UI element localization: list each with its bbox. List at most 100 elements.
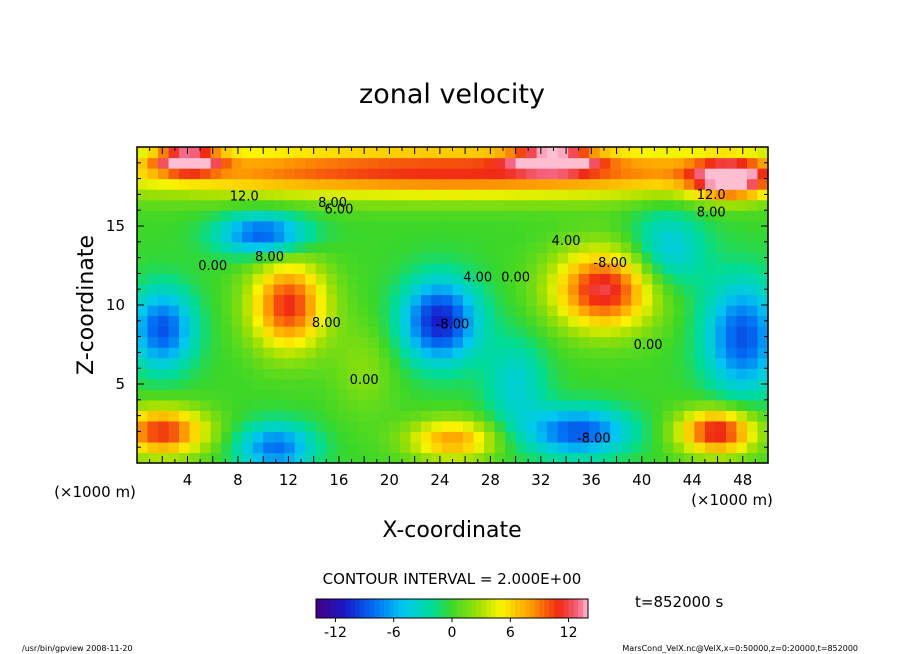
- heatmap-cell: [694, 168, 706, 180]
- heatmap-cell: [494, 305, 506, 317]
- heatmap-cell: [410, 189, 422, 201]
- heatmap-cell: [368, 326, 380, 338]
- colorbar-cell: [583, 599, 589, 618]
- heatmap-cell: [200, 210, 212, 222]
- heatmap-cell: [441, 294, 454, 306]
- heatmap-cell: [137, 389, 149, 401]
- heatmap-cell: [547, 326, 559, 338]
- heatmap-cell: [704, 315, 717, 327]
- heatmap-cell: [526, 441, 538, 454]
- heatmap-cell: [294, 241, 306, 253]
- heatmap-cell: [294, 357, 306, 369]
- heatmap-cell: [158, 305, 170, 317]
- heatmap-cell: [336, 431, 348, 443]
- heatmap-cell: [200, 305, 212, 317]
- heatmap-cell: [620, 168, 632, 180]
- heatmap-cell: [683, 378, 695, 390]
- heatmap-cell: [757, 452, 769, 464]
- heatmap-cell: [641, 241, 653, 253]
- heatmap-cell: [147, 157, 159, 169]
- heatmap-cell: [452, 168, 464, 180]
- heatmap-cell: [652, 262, 664, 274]
- heatmap-cell: [441, 210, 454, 222]
- heatmap-cell: [420, 441, 433, 454]
- heatmap-cell: [231, 220, 243, 232]
- heatmap-cell: [694, 210, 706, 222]
- heatmap-cell: [431, 168, 443, 180]
- x-tick-label: 4: [183, 471, 193, 489]
- heatmap-cell: [715, 210, 727, 222]
- heatmap-cell: [673, 410, 685, 422]
- heatmap-cell: [179, 252, 191, 264]
- heatmap-cell: [200, 178, 212, 190]
- heatmap-cell: [746, 220, 759, 232]
- heatmap-cell: [725, 199, 738, 211]
- heatmap-cell: [473, 231, 485, 243]
- heatmap-cell: [557, 315, 569, 327]
- heatmap-cell: [231, 294, 243, 306]
- heatmap-cell: [378, 347, 390, 359]
- heatmap-cell: [463, 399, 475, 411]
- heatmap-cell: [389, 273, 401, 285]
- heatmap-cell: [200, 378, 212, 390]
- heatmap-cell: [620, 431, 632, 443]
- heatmap-cell: [599, 431, 611, 443]
- heatmap-cell: [736, 168, 748, 180]
- heatmap-cell: [746, 252, 759, 264]
- heatmap-cell: [431, 378, 443, 390]
- heatmap-cell: [357, 336, 369, 348]
- heatmap-cell: [484, 326, 496, 338]
- heatmap-cell: [368, 168, 380, 180]
- heatmap-cell: [221, 252, 233, 264]
- heatmap-cell: [494, 315, 506, 327]
- heatmap-cell: [578, 273, 590, 285]
- heatmap-cell: [547, 294, 559, 306]
- heatmap-cell: [683, 147, 695, 159]
- heatmap-cell: [715, 410, 727, 422]
- heatmap-cell: [536, 252, 548, 264]
- heatmap-cell: [526, 389, 538, 401]
- heatmap-cell: [179, 431, 191, 443]
- heatmap-cell: [704, 357, 717, 369]
- heatmap-cell: [168, 410, 180, 422]
- heatmap-cell: [431, 189, 443, 201]
- heatmap-cell: [620, 378, 632, 390]
- heatmap-cell: [252, 147, 264, 159]
- heatmap-cell: [189, 220, 201, 232]
- heatmap-cell: [589, 441, 601, 454]
- heatmap-cell: [441, 157, 454, 169]
- heatmap-cell: [610, 399, 622, 411]
- heatmap-cell: [599, 315, 611, 327]
- heatmap-cell: [641, 315, 653, 327]
- heatmap-cell: [137, 168, 149, 180]
- heatmap-cell: [347, 168, 359, 180]
- colorbar-cell: [554, 599, 560, 618]
- colorbar-tick-label: 12: [560, 625, 578, 641]
- heatmap-cell: [294, 347, 306, 359]
- heatmap-cell: [147, 378, 159, 390]
- heatmap-cell: [715, 305, 727, 317]
- heatmap-cell: [662, 336, 674, 348]
- heatmap-cell: [420, 157, 433, 169]
- colorbar-cell: [481, 599, 487, 618]
- colorbar-cell: [330, 599, 336, 618]
- heatmap-cell: [200, 294, 212, 306]
- heatmap-cell: [736, 189, 748, 201]
- colorbar-cell: [524, 599, 531, 618]
- heatmap-cell: [137, 210, 149, 222]
- colorbar-cell: [384, 599, 390, 618]
- heatmap-cell: [620, 273, 632, 285]
- heatmap-cell: [473, 378, 485, 390]
- heatmap-cell: [673, 441, 685, 454]
- heatmap-cell: [652, 336, 664, 348]
- heatmap-cell: [683, 326, 695, 338]
- heatmap-cell: [494, 178, 506, 190]
- heatmap-cell: [210, 431, 222, 443]
- heatmap-cell: [620, 368, 632, 380]
- heatmap-cell: [315, 357, 327, 369]
- heatmap-cell: [526, 210, 538, 222]
- heatmap-cell: [368, 262, 380, 274]
- heatmap-cell: [515, 294, 527, 306]
- heatmap-cell: [231, 452, 243, 464]
- heatmap-cell: [662, 147, 674, 159]
